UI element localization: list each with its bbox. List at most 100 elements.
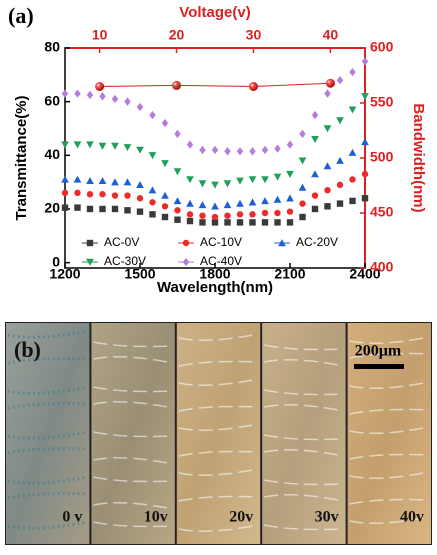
y-tick-label: 0 (52, 253, 60, 269)
marker (74, 89, 81, 98)
texture (7, 447, 88, 455)
texture (7, 492, 88, 500)
x2-tick-label: 20 (169, 27, 185, 43)
marker (161, 191, 169, 199)
marker (99, 92, 106, 101)
marker (361, 57, 369, 66)
marker (311, 192, 319, 199)
texture (7, 357, 88, 365)
y2-tick-label: 400 (370, 259, 394, 275)
marker (223, 201, 232, 209)
marker (349, 197, 356, 205)
marker (186, 199, 194, 207)
marker (273, 173, 282, 181)
texture (93, 502, 173, 510)
marker (223, 180, 232, 188)
marker (174, 216, 181, 223)
texture (7, 329, 88, 339)
marker (261, 197, 269, 205)
x-tick-label: 2100 (274, 266, 305, 282)
marker (349, 67, 356, 77)
marker (73, 175, 82, 183)
marker (199, 145, 206, 155)
marker (311, 110, 319, 120)
marker (136, 180, 144, 189)
marker (361, 93, 369, 101)
marker (173, 197, 182, 205)
marker (186, 140, 194, 149)
marker (325, 78, 335, 88)
series-line (99, 82, 331, 88)
texture (178, 495, 259, 502)
marker (161, 213, 169, 221)
marker (298, 183, 307, 191)
marker (336, 200, 344, 207)
texture (349, 408, 430, 415)
x-tick-label: 1800 (199, 266, 230, 282)
y2-axis-label: Bandwidth(nm) (410, 103, 427, 212)
marker (111, 142, 119, 150)
marker (348, 106, 357, 114)
texture (7, 402, 88, 410)
texture (349, 471, 430, 479)
marker (249, 211, 256, 218)
marker (74, 189, 81, 197)
marker (261, 209, 269, 217)
marker (336, 117, 344, 125)
legend-marker (182, 257, 190, 267)
panel-label: (b) (14, 337, 41, 362)
marker (186, 211, 194, 218)
marker (211, 202, 219, 210)
y-axis-label: Transmittance(%) (13, 95, 30, 220)
texture (7, 475, 88, 485)
marker (311, 170, 319, 178)
texture (264, 359, 344, 367)
y2-tick-label: 550 (370, 94, 394, 110)
texture (178, 468, 259, 476)
texture (349, 352, 430, 359)
texture (178, 524, 259, 532)
texture (93, 356, 173, 364)
marker (274, 144, 281, 153)
marker (211, 145, 219, 155)
texture (349, 498, 430, 505)
marker (286, 219, 294, 226)
marker (324, 203, 331, 210)
marker (248, 82, 258, 91)
texture (178, 333, 259, 341)
marker (172, 80, 182, 90)
marker (361, 170, 369, 178)
marker (95, 82, 105, 91)
marker (98, 142, 107, 150)
marker (274, 219, 281, 226)
marker (261, 145, 269, 155)
marker (86, 176, 94, 185)
texture (349, 336, 430, 344)
texture (349, 453, 430, 460)
marker (324, 89, 331, 98)
x-tick-label: 1500 (124, 266, 155, 282)
image-label: 30v (315, 509, 339, 526)
x-tick-label: 2400 (349, 266, 380, 282)
image-label: 0 v (62, 509, 82, 526)
legend-label: AC-30V (104, 254, 146, 268)
x2-tick-label: 40 (323, 27, 339, 43)
marker (236, 219, 244, 226)
marker (211, 213, 219, 221)
marker (236, 199, 244, 207)
y2-tick-label: 450 (370, 204, 394, 220)
marker (261, 176, 269, 184)
marker (161, 160, 169, 168)
marker (174, 129, 181, 139)
marker (336, 76, 344, 85)
texture (93, 386, 173, 393)
marker (249, 147, 256, 156)
x2-axis-label: Voltage(v) (179, 4, 250, 21)
x2-tick-label: 30 (246, 27, 262, 43)
texture (93, 476, 173, 483)
marker (61, 204, 69, 211)
marker (74, 204, 81, 211)
texture (7, 385, 88, 395)
micrograph (347, 323, 431, 544)
